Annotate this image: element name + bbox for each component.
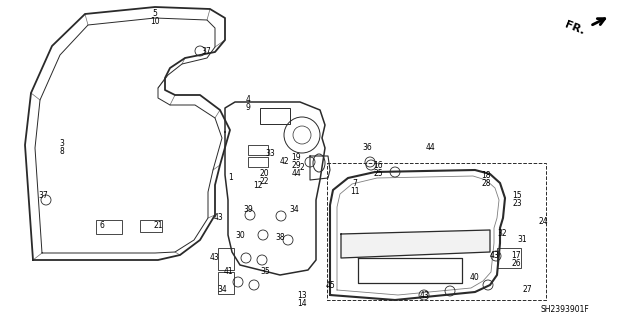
Text: 32: 32 [497,228,507,238]
Text: 24: 24 [538,218,548,226]
Text: 9: 9 [246,103,250,113]
Text: 45: 45 [325,280,335,290]
Bar [218,248,234,270]
Text: 31: 31 [517,234,527,243]
Text: 38: 38 [275,234,285,242]
Text: 29: 29 [291,161,301,170]
Text: 19: 19 [291,153,301,162]
Text: 16: 16 [373,160,383,169]
Text: 43: 43 [490,251,500,261]
Text: 34: 34 [217,285,227,293]
Text: 35: 35 [260,268,270,277]
Bar [140,220,162,232]
Text: 8: 8 [60,146,65,155]
Text: 26: 26 [511,259,521,269]
Text: 10: 10 [150,18,160,26]
Text: 15: 15 [512,191,522,201]
Text: 37: 37 [201,47,211,56]
Text: 7: 7 [353,179,357,188]
Text: 6: 6 [100,221,104,231]
Bar [260,108,290,124]
Text: 37: 37 [38,191,48,201]
Bar [327,163,546,300]
Text: 3: 3 [60,138,65,147]
Text: 36: 36 [362,144,372,152]
Text: 22: 22 [259,176,269,186]
Text: 42: 42 [279,158,289,167]
Bar [218,272,234,294]
Text: 25: 25 [373,168,383,177]
Text: 23: 23 [512,199,522,209]
Text: SH2393901F: SH2393901F [541,305,589,314]
Text: 13: 13 [297,291,307,300]
Text: 43: 43 [210,253,220,262]
Text: 44: 44 [291,169,301,179]
Text: 27: 27 [522,285,532,293]
Text: 44: 44 [425,144,435,152]
Text: 21: 21 [153,221,163,231]
Bar [497,248,521,268]
Text: 11: 11 [350,187,360,196]
Text: 14: 14 [297,299,307,308]
Text: 17: 17 [511,251,521,261]
Text: 20: 20 [259,168,269,177]
Text: 2: 2 [300,162,305,172]
Text: 18: 18 [481,170,491,180]
Text: 39: 39 [243,205,253,214]
Text: 5: 5 [152,10,157,19]
Text: 12: 12 [253,181,263,189]
Bar [248,145,268,155]
Bar [96,220,122,234]
Text: 4: 4 [246,95,250,105]
Text: 33: 33 [265,150,275,159]
Text: 30: 30 [235,232,245,241]
Text: 28: 28 [481,179,491,188]
Polygon shape [341,230,490,258]
Text: 1: 1 [228,173,234,182]
Text: 43: 43 [420,291,430,300]
Bar [248,157,268,167]
Text: 41: 41 [223,268,233,277]
Text: 34: 34 [289,205,299,214]
Text: 43: 43 [213,213,223,222]
Text: 40: 40 [470,273,480,283]
Text: FR.: FR. [564,19,586,36]
